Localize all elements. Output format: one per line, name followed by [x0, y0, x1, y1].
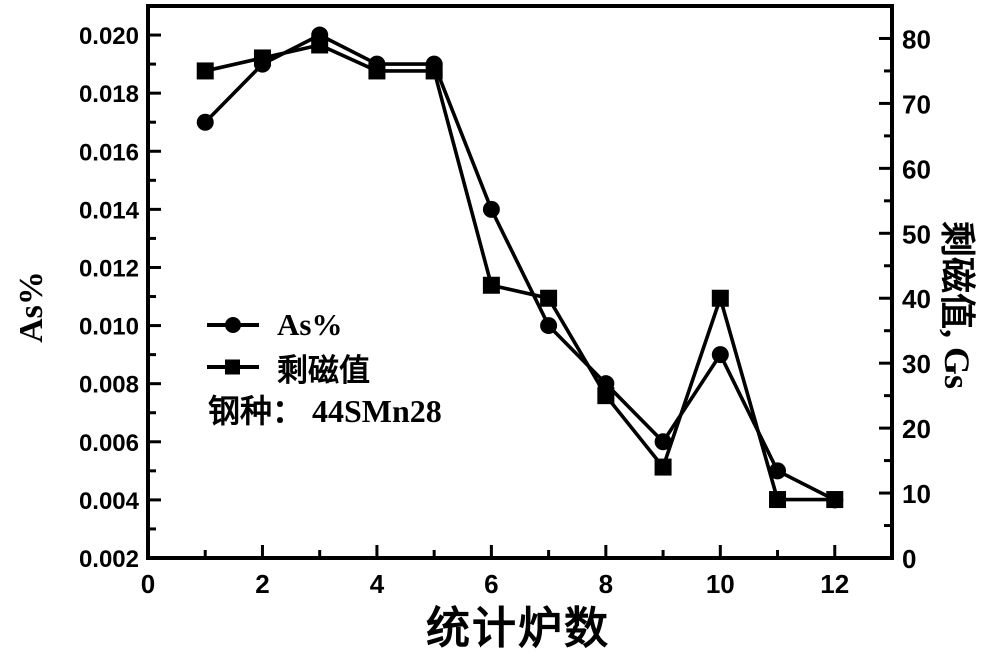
y-right-tick-label: 10: [902, 479, 931, 509]
legend-label-as: As%: [277, 307, 343, 342]
x-tick-label: 4: [370, 569, 385, 599]
y-right-tick-label: 60: [902, 154, 931, 184]
legend-marker-square-icon: [207, 359, 259, 375]
y-right-tick-label: 70: [902, 89, 931, 119]
data-point-square: [826, 491, 844, 509]
data-point-square: [368, 62, 386, 80]
y-left-tick-label: 0.020: [79, 23, 139, 50]
data-point-circle: [196, 113, 214, 131]
x-tick-label: 10: [706, 569, 735, 599]
data-point-square: [482, 276, 500, 294]
data-point-square: [597, 387, 615, 405]
y-right-tick-label: 80: [902, 24, 931, 54]
y-left-tick-label: 0.004: [79, 488, 140, 515]
plot-frame: [146, 4, 894, 560]
series-line-remanence: [204, 43, 835, 502]
y-left-tick-label: 0.014: [79, 197, 140, 224]
legend-item-remanence: 剩磁值: [205, 347, 370, 388]
legend-item-as: As%: [205, 305, 342, 345]
x-axis-title: 统计炉数: [426, 604, 610, 653]
y-right-tick-label: 50: [902, 219, 931, 249]
data-point-square: [540, 289, 558, 307]
y-left-tick-label: 0.018: [79, 81, 139, 108]
data-point-circle: [769, 462, 787, 480]
y-left-tick-label: 0.006: [79, 430, 139, 457]
data-point-square: [425, 62, 443, 80]
data-point-square: [253, 49, 271, 67]
y-axis-title-right: 剩磁值, Gs: [937, 220, 977, 390]
x-tick-label: 12: [820, 569, 849, 599]
steel-grade-annotation: 钢种： 44SMn28: [208, 393, 442, 429]
y-axis-title-left: As%: [13, 271, 50, 343]
y-left-tick-label: 0.016: [79, 139, 139, 166]
data-point-square: [196, 62, 214, 80]
x-tick-label: 2: [255, 569, 269, 599]
y-right-tick-label: 20: [902, 414, 931, 444]
y-right-tick-label: 40: [902, 284, 931, 314]
y-left-tick-label: 0.008: [79, 372, 139, 399]
data-point-square: [769, 491, 787, 509]
data-point-circle: [482, 200, 500, 218]
y-left-tick-label: 0.012: [79, 255, 139, 282]
series-line-as: [203, 33, 836, 502]
y-right-tick-label: 30: [902, 349, 931, 379]
x-tick-label: 8: [599, 569, 613, 599]
legend-label-remanence: 剩磁值: [277, 352, 370, 388]
data-point-square: [711, 289, 729, 307]
y-left-tick-label: 0.010: [79, 314, 139, 341]
data-point-circle: [654, 433, 672, 451]
x-tick-label: 0: [141, 569, 155, 599]
data-point-circle: [540, 317, 558, 335]
legend-marker-circle-icon: [207, 317, 259, 333]
data-point-square: [654, 458, 672, 476]
data-point-circle: [711, 346, 729, 364]
y-left-tick-label: 0.002: [79, 546, 139, 573]
data-point-square: [311, 36, 329, 54]
x-tick-label: 6: [484, 569, 498, 599]
y-right-tick-label: 0: [902, 544, 916, 574]
